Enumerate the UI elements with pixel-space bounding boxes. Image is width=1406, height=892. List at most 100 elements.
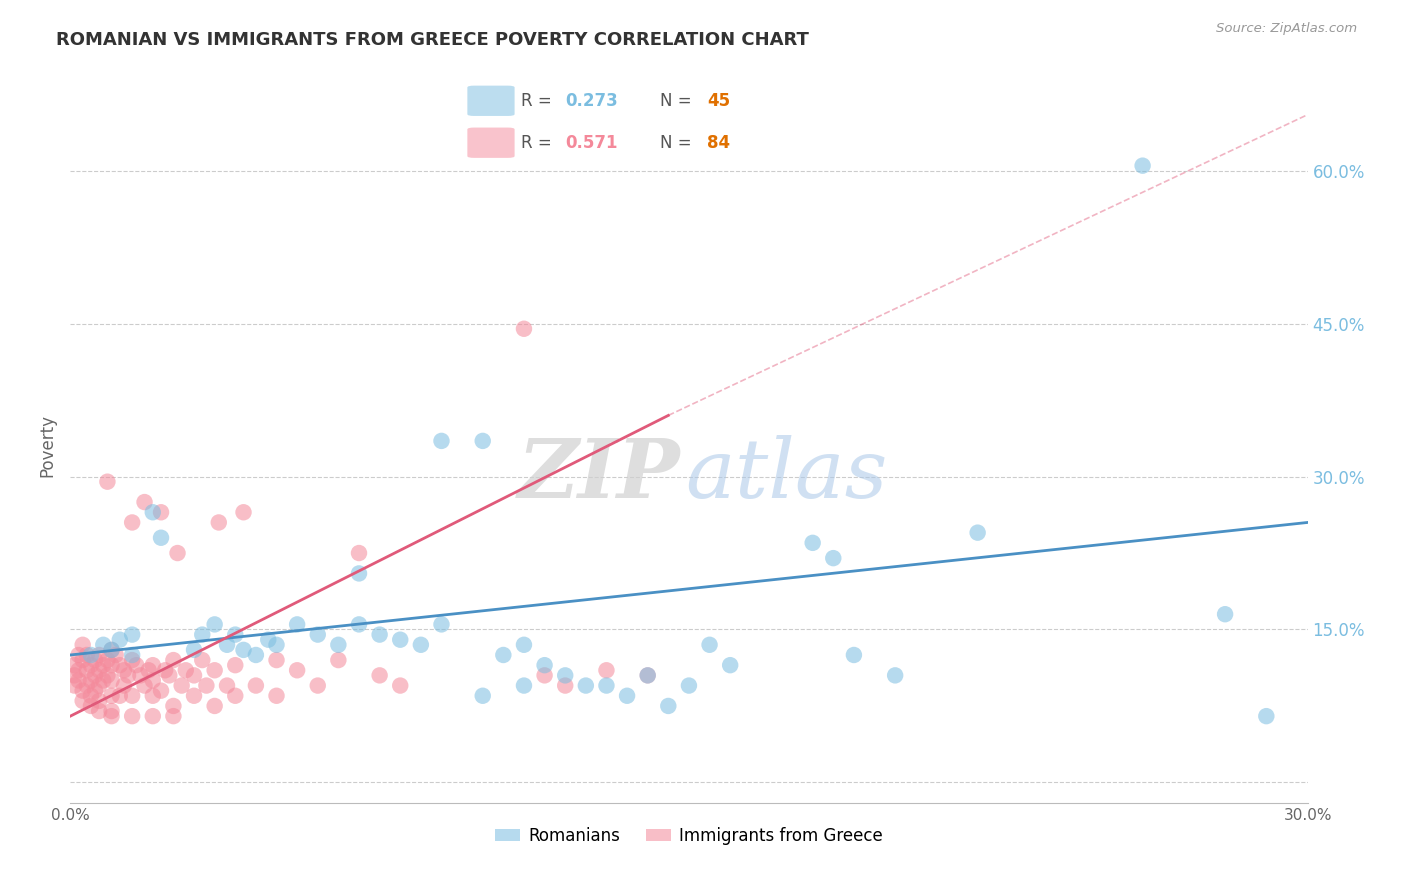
Point [108, 658, 131, 673]
Point [96, 475, 118, 489]
Point [100, 709, 122, 723]
Point [595, 663, 617, 677]
Point [195, 679, 218, 693]
Point [215, 679, 238, 693]
Point [637, 668, 659, 682]
Point [108, 689, 131, 703]
Point [170, 679, 193, 693]
Point [1256, 709, 1278, 723]
Point [347, 617, 370, 632]
Point [554, 668, 576, 682]
Point [67, 648, 90, 662]
Point [513, 322, 536, 336]
Point [204, 698, 226, 713]
Point [63, 668, 86, 682]
Point [232, 505, 254, 519]
Point [89, 694, 111, 708]
FancyBboxPatch shape [467, 128, 515, 158]
Point [285, 617, 308, 632]
Point [471, 689, 494, 703]
Point [100, 643, 122, 657]
Point [266, 638, 288, 652]
Point [328, 638, 350, 652]
Point [183, 668, 205, 682]
Point [409, 638, 432, 652]
Point [89, 663, 111, 677]
Point [112, 679, 135, 693]
Point [108, 632, 131, 647]
Point [533, 668, 555, 682]
Point [72, 653, 94, 667]
Point [191, 653, 214, 667]
Point [245, 648, 267, 662]
Text: N =: N = [659, 134, 696, 152]
Point [801, 536, 824, 550]
Point [80, 689, 103, 703]
Point [307, 679, 329, 693]
Point [157, 668, 180, 682]
Point [285, 663, 308, 677]
Point [368, 668, 391, 682]
FancyBboxPatch shape [467, 86, 515, 116]
Point [91, 638, 114, 652]
Point [257, 632, 280, 647]
Text: atlas: atlas [685, 434, 887, 515]
Point [492, 648, 515, 662]
Text: R =: R = [522, 134, 557, 152]
Point [150, 683, 173, 698]
Point [699, 638, 721, 652]
Point [162, 709, 184, 723]
Point [966, 525, 988, 540]
Y-axis label: Poverty: Poverty [38, 415, 56, 477]
Text: ROMANIAN VS IMMIGRANTS FROM GREECE POVERTY CORRELATION CHART: ROMANIAN VS IMMIGRANTS FROM GREECE POVER… [56, 31, 808, 49]
Point [1213, 607, 1236, 622]
Point [153, 663, 176, 677]
Point [150, 531, 173, 545]
Point [245, 679, 267, 693]
Point [368, 627, 391, 641]
Point [76, 663, 98, 677]
Point [100, 643, 122, 657]
Point [112, 663, 135, 677]
Point [72, 694, 94, 708]
Point [266, 689, 288, 703]
Point [142, 709, 165, 723]
Point [125, 658, 148, 673]
Point [96, 668, 118, 682]
Point [100, 658, 122, 673]
Text: 0.571: 0.571 [565, 134, 617, 152]
Point [266, 653, 288, 667]
Point [183, 689, 205, 703]
Point [134, 495, 156, 509]
Point [89, 679, 111, 693]
Point [84, 683, 107, 698]
Point [121, 627, 143, 641]
Point [80, 698, 103, 713]
Point [208, 516, 231, 530]
Point [104, 648, 127, 662]
Text: R =: R = [522, 92, 557, 110]
Point [100, 704, 122, 718]
Point [471, 434, 494, 448]
Point [204, 663, 226, 677]
Legend: Romanians, Immigrants from Greece: Romanians, Immigrants from Greece [489, 821, 889, 852]
Point [72, 638, 94, 652]
Point [232, 643, 254, 657]
Text: Source: ZipAtlas.com: Source: ZipAtlas.com [1216, 22, 1357, 36]
Text: 45: 45 [707, 92, 730, 110]
Point [678, 679, 700, 693]
Point [89, 704, 111, 718]
Point [76, 679, 98, 693]
Point [121, 709, 143, 723]
Point [616, 689, 638, 703]
Point [76, 648, 98, 662]
Point [121, 653, 143, 667]
Point [134, 679, 156, 693]
Point [328, 653, 350, 667]
Point [191, 627, 214, 641]
Point [513, 638, 536, 652]
Point [637, 668, 659, 682]
Point [142, 505, 165, 519]
Point [100, 673, 122, 688]
Point [215, 638, 238, 652]
